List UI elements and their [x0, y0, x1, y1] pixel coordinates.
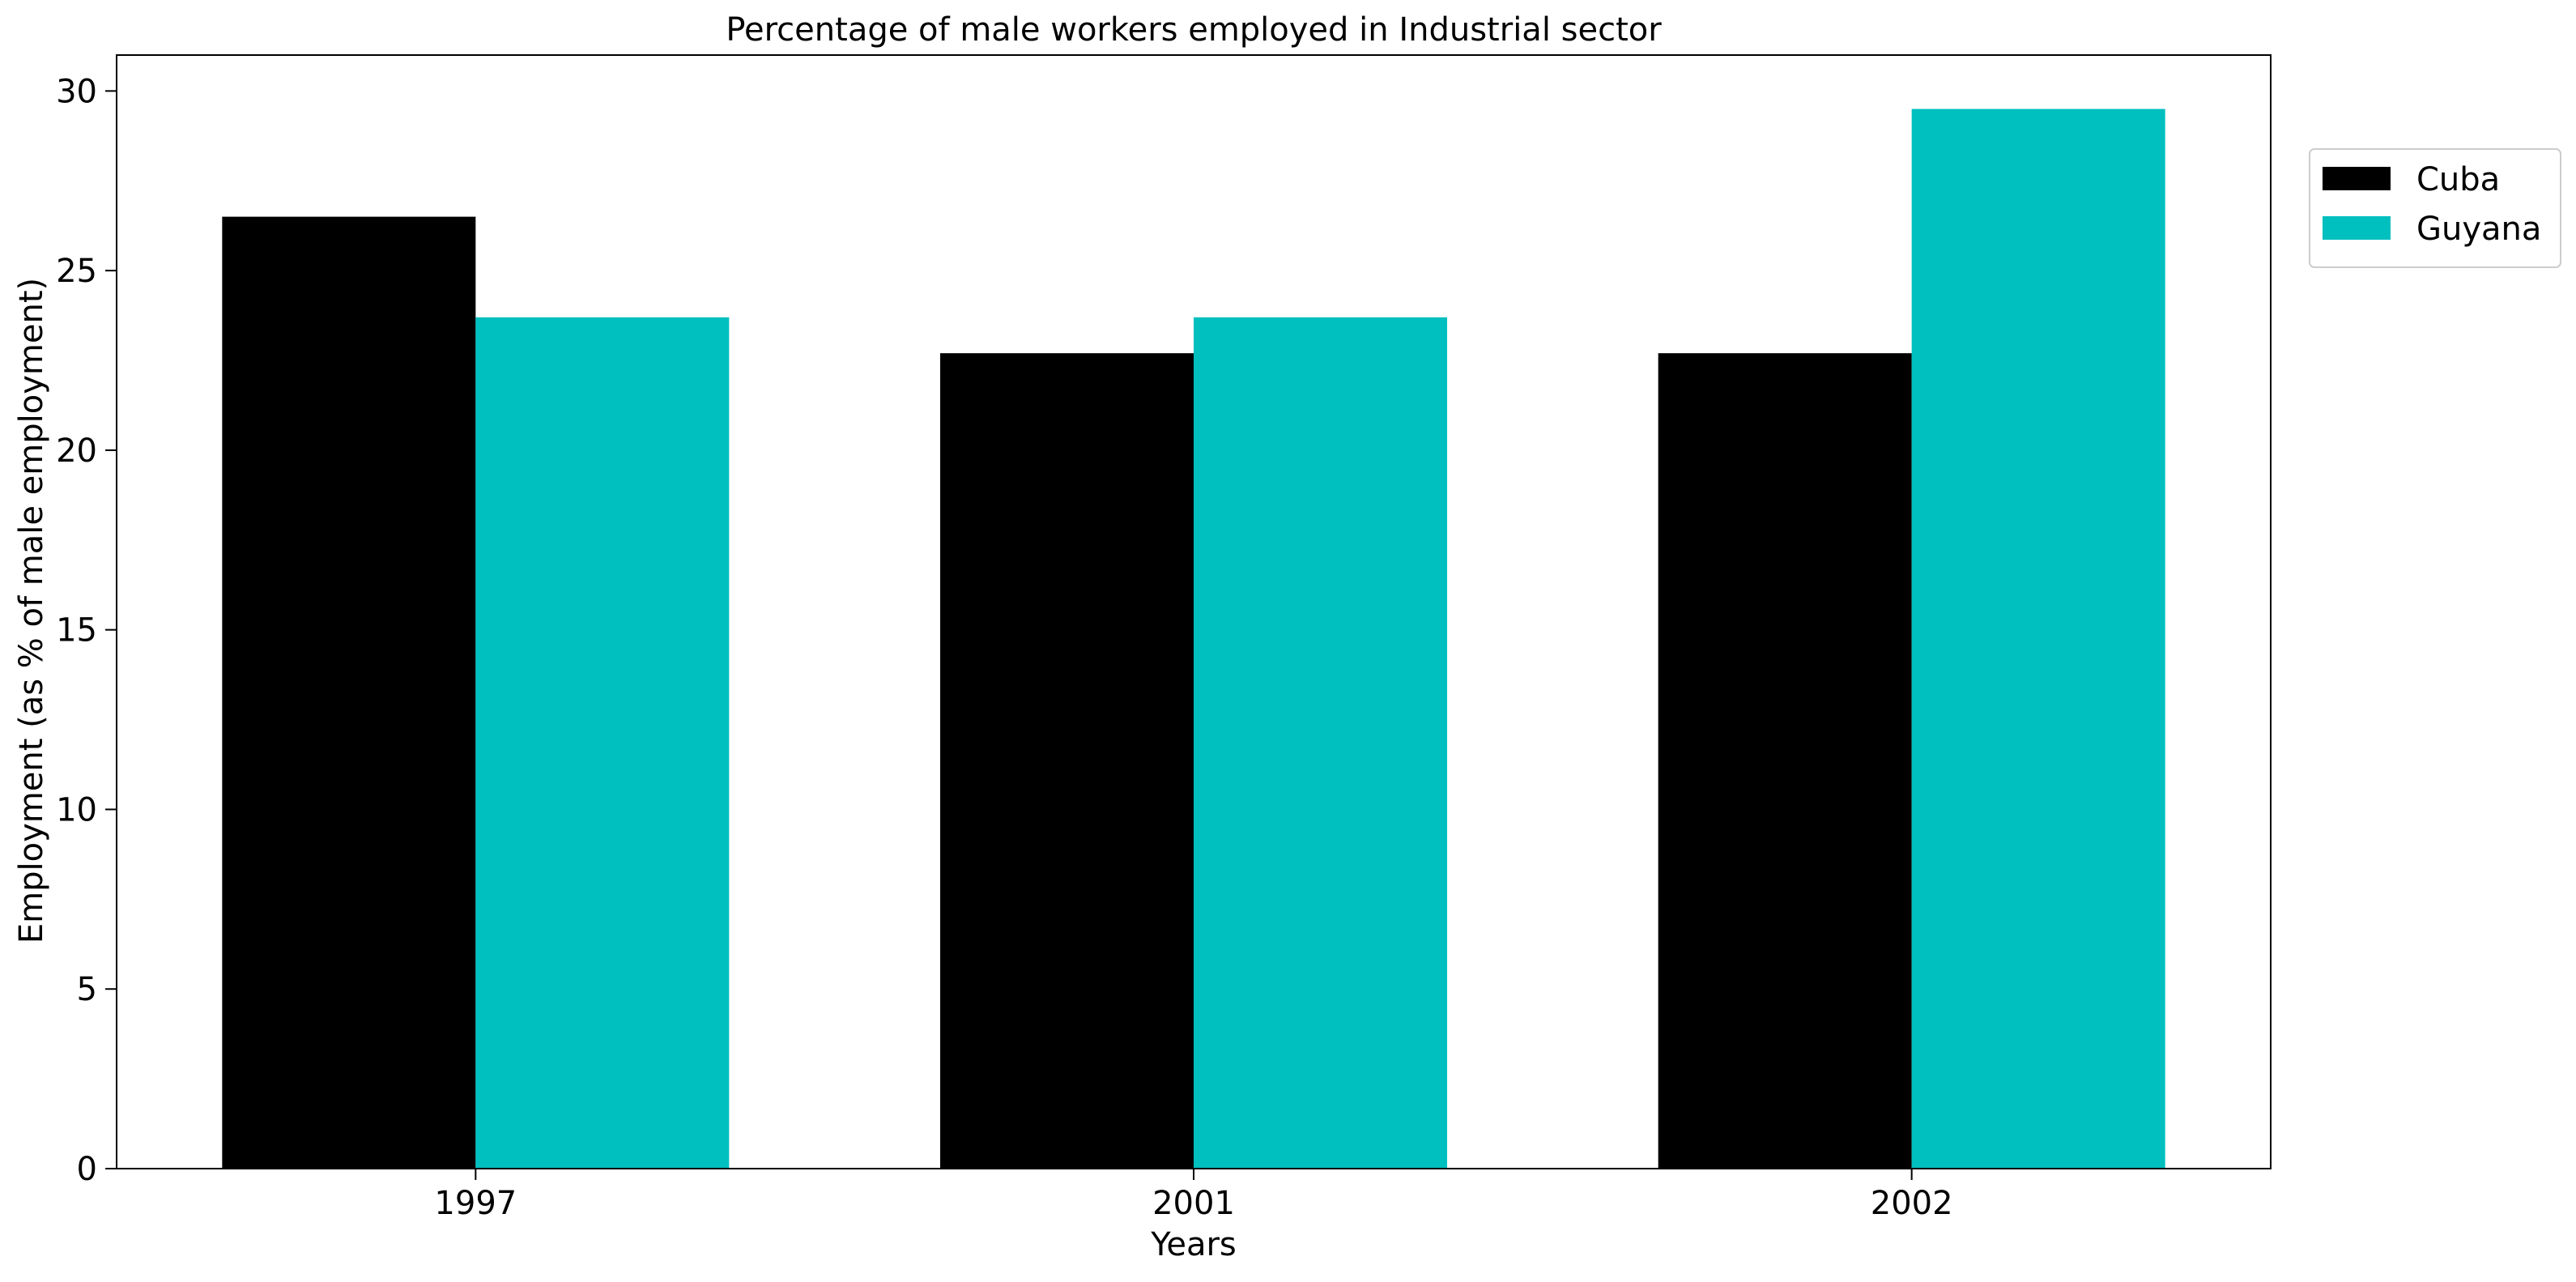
bar-cuba-1997 [222, 216, 476, 1169]
y-tick-label: 30 [56, 73, 97, 110]
y-tick-label: 10 [56, 791, 97, 828]
y-tick-label: 15 [56, 612, 97, 650]
bar-guyana-2001 [1194, 317, 1447, 1169]
legend-label-guyana: Guyana [2416, 211, 2541, 248]
x-tick-label: 1997 [434, 1185, 517, 1222]
y-axis-label: Employment (as % of male employment) [13, 278, 50, 943]
x-tick-label: 2002 [1871, 1185, 1953, 1222]
chart-title: Percentage of male workers employed in I… [726, 11, 1662, 49]
plot-frame [116, 54, 2272, 1169]
legend-swatch-guyana [2323, 216, 2391, 240]
legend-label-cuba: Cuba [2416, 161, 2500, 198]
bar-cuba-2002 [1658, 353, 1912, 1169]
x-axis-label: Years [1150, 1226, 1237, 1263]
plot-layer [222, 109, 2165, 1169]
legend: Cuba Guyana [2309, 148, 2561, 268]
y-tick-label: 5 [77, 971, 97, 1008]
bar-guyana-1997 [475, 317, 730, 1169]
y-tick-label: 25 [56, 253, 97, 290]
bar-guyana-2002 [1911, 109, 2165, 1169]
y-tick-label: 20 [56, 432, 97, 470]
x-tick-label: 2001 [1152, 1185, 1235, 1222]
y-tick-label: 0 [77, 1151, 97, 1188]
legend-swatch-cuba [2323, 167, 2391, 190]
axes-layer: 1997 2001 2002 0 5 10 15 20 25 30 [56, 54, 2272, 1222]
bar-cuba-2001 [940, 353, 1194, 1169]
